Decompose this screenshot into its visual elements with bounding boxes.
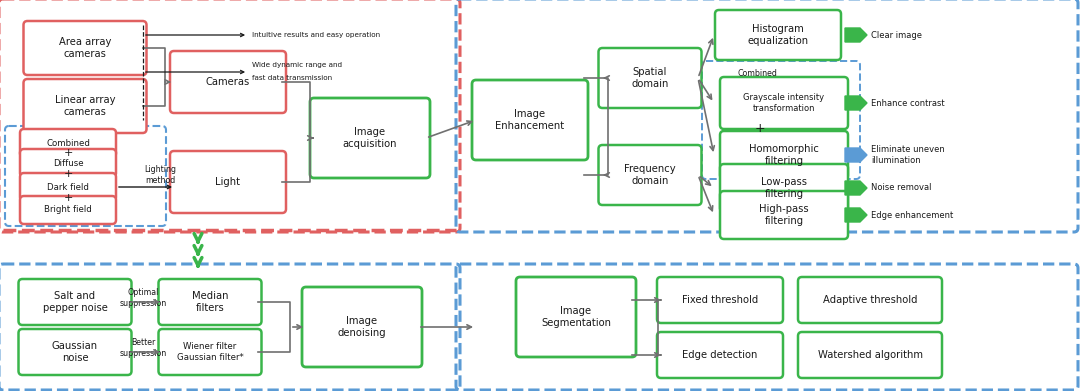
- Text: Histogram
equalization: Histogram equalization: [747, 24, 809, 46]
- FancyBboxPatch shape: [798, 277, 942, 323]
- FancyBboxPatch shape: [472, 80, 588, 160]
- Text: Low-pass
filtering: Low-pass filtering: [761, 177, 807, 199]
- Text: Light: Light: [216, 177, 241, 187]
- FancyBboxPatch shape: [720, 131, 848, 179]
- FancyBboxPatch shape: [657, 332, 783, 378]
- Text: Intuitive results and easy operation: Intuitive results and easy operation: [252, 32, 380, 38]
- Text: Adaptive threshold: Adaptive threshold: [823, 295, 917, 305]
- Text: Diffuse: Diffuse: [53, 158, 83, 167]
- FancyBboxPatch shape: [170, 51, 286, 113]
- Text: Noise removal: Noise removal: [870, 183, 931, 192]
- Text: Salt and
pepper noise: Salt and pepper noise: [42, 291, 107, 313]
- Text: Edge enhancement: Edge enhancement: [870, 210, 954, 219]
- FancyBboxPatch shape: [24, 79, 147, 133]
- Text: Wide dynamic range and: Wide dynamic range and: [252, 62, 342, 68]
- Text: Spatial
domain: Spatial domain: [632, 67, 669, 89]
- FancyBboxPatch shape: [598, 48, 702, 108]
- Text: Frequency
domain: Frequency domain: [624, 164, 676, 186]
- FancyBboxPatch shape: [657, 277, 783, 323]
- Text: Image
Segmentation: Image Segmentation: [541, 306, 611, 328]
- Text: Gaussian
noise: Gaussian noise: [52, 341, 98, 363]
- Polygon shape: [845, 28, 867, 42]
- FancyBboxPatch shape: [715, 10, 841, 60]
- FancyBboxPatch shape: [798, 332, 942, 378]
- Text: fast data transmission: fast data transmission: [252, 75, 333, 81]
- FancyBboxPatch shape: [21, 129, 116, 157]
- FancyBboxPatch shape: [720, 164, 848, 212]
- Text: Lighting
method: Lighting method: [144, 165, 176, 185]
- Text: Cameras: Cameras: [206, 77, 251, 87]
- FancyBboxPatch shape: [24, 21, 147, 75]
- FancyBboxPatch shape: [21, 196, 116, 224]
- Text: Dark field: Dark field: [48, 183, 89, 192]
- Text: Homomorphic
filtering: Homomorphic filtering: [750, 144, 819, 166]
- Text: Wiener filter
Gaussian filter*: Wiener filter Gaussian filter*: [177, 342, 243, 362]
- Text: Combined: Combined: [46, 138, 90, 147]
- FancyBboxPatch shape: [302, 287, 422, 367]
- Polygon shape: [845, 96, 867, 110]
- FancyBboxPatch shape: [159, 329, 261, 375]
- FancyBboxPatch shape: [18, 329, 132, 375]
- Text: Grayscale intensity
transformation: Grayscale intensity transformation: [743, 93, 824, 113]
- FancyBboxPatch shape: [170, 151, 286, 213]
- Text: High-pass
filtering: High-pass filtering: [759, 204, 809, 226]
- Text: +: +: [64, 148, 72, 158]
- Text: +: +: [755, 122, 766, 135]
- Text: Clear image: Clear image: [870, 30, 922, 39]
- FancyBboxPatch shape: [159, 279, 261, 325]
- FancyBboxPatch shape: [720, 191, 848, 239]
- Text: Optimal
suppression: Optimal suppression: [120, 288, 166, 308]
- FancyBboxPatch shape: [21, 149, 116, 177]
- Text: Image
denoising: Image denoising: [338, 316, 387, 338]
- Text: Image
Enhancement: Image Enhancement: [496, 109, 565, 131]
- FancyBboxPatch shape: [310, 98, 430, 178]
- Text: +: +: [64, 169, 72, 179]
- Text: Better
suppression: Better suppression: [120, 338, 166, 358]
- Text: Edge detection: Edge detection: [683, 350, 758, 360]
- Polygon shape: [845, 208, 867, 222]
- FancyBboxPatch shape: [21, 173, 116, 201]
- Text: Combined: Combined: [738, 68, 778, 77]
- Text: Area array
cameras: Area array cameras: [58, 37, 111, 59]
- FancyBboxPatch shape: [598, 145, 702, 205]
- Polygon shape: [845, 181, 867, 195]
- Text: +: +: [64, 193, 72, 203]
- Text: Enhance contrast: Enhance contrast: [870, 99, 945, 108]
- Text: Eliminate uneven
illumination: Eliminate uneven illumination: [870, 145, 945, 165]
- Text: Linear array
cameras: Linear array cameras: [55, 95, 116, 117]
- Text: Fixed threshold: Fixed threshold: [681, 295, 758, 305]
- FancyBboxPatch shape: [18, 279, 132, 325]
- Text: Watershed algorithm: Watershed algorithm: [818, 350, 922, 360]
- Text: Bright field: Bright field: [44, 206, 92, 215]
- Text: Image
acquisition: Image acquisition: [342, 127, 397, 149]
- FancyBboxPatch shape: [516, 277, 636, 357]
- FancyBboxPatch shape: [720, 77, 848, 129]
- Text: Median
filters: Median filters: [192, 291, 228, 313]
- Polygon shape: [845, 148, 867, 162]
